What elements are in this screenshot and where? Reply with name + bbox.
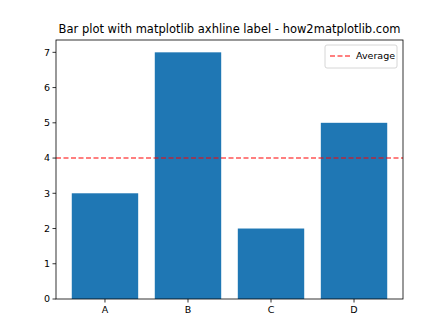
- x-tick-label: A: [102, 304, 109, 315]
- y-tick: [53, 193, 57, 194]
- x-tick: [271, 299, 272, 303]
- y-tick: [53, 122, 57, 123]
- plot-frame: [56, 40, 403, 299]
- plot-area: [56, 52, 403, 299]
- bar: [238, 229, 304, 299]
- legend-label: Average: [356, 50, 395, 61]
- x-tick: [354, 299, 355, 303]
- y-tick-label: 1: [44, 258, 50, 269]
- bar: [72, 193, 138, 299]
- y-tick-label: 2: [44, 223, 50, 234]
- y-tick: [53, 158, 57, 159]
- legend-box: [325, 45, 397, 68]
- y-tick-label: 0: [44, 293, 50, 304]
- y-tick-label: 5: [44, 117, 50, 128]
- chart: 0 1 2 3 4 5 6 7 A B C D Bar plot with matplotlib axh…: [0, 0, 448, 336]
- x-tick: [104, 299, 105, 303]
- x-tick: [187, 299, 188, 303]
- x-tick-label: B: [185, 304, 192, 315]
- y-tick-label: 7: [44, 47, 50, 58]
- bar: [155, 52, 221, 299]
- y-tick-label: 3: [44, 188, 50, 199]
- legend-swatch: [330, 55, 350, 56]
- y-tick: [53, 52, 57, 53]
- x-tick-label: C: [268, 304, 275, 315]
- y-tick: [53, 87, 57, 88]
- reference-line: [56, 157, 403, 158]
- y-tick: [53, 228, 57, 229]
- x-tick-label: D: [350, 304, 357, 315]
- y-tick-label: 6: [44, 82, 50, 93]
- bar: [321, 123, 387, 299]
- y-tick-label: 4: [44, 152, 50, 163]
- title: Bar plot with matplotlib axhline label -…: [59, 22, 401, 36]
- y-tick: [53, 263, 57, 264]
- y-tick: [53, 299, 57, 300]
